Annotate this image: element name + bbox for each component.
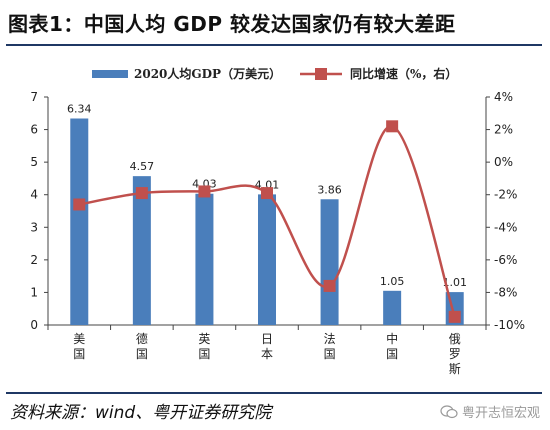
source-note: 资料来源：wind、粤开证券研究院 bbox=[10, 403, 272, 423]
right-tick-label: 4% bbox=[494, 90, 513, 104]
category-label: 英国 bbox=[198, 332, 210, 361]
bar bbox=[195, 193, 214, 325]
left-tick-label: 2 bbox=[30, 253, 38, 267]
bar-data-label: 1.01 bbox=[442, 276, 467, 289]
left-tick-label: 0 bbox=[30, 318, 38, 332]
watermark-text: 粤开志恒宏观 bbox=[461, 406, 540, 421]
bar bbox=[320, 199, 339, 325]
growth-line bbox=[79, 125, 456, 318]
growth-marker bbox=[386, 120, 399, 133]
right-tick-label: -2% bbox=[494, 188, 517, 202]
right-tick-label: -8% bbox=[494, 285, 517, 299]
footer-divider bbox=[6, 392, 542, 394]
legend-line-marker bbox=[315, 68, 327, 80]
left-tick-label: 4 bbox=[30, 188, 38, 202]
growth-marker bbox=[448, 310, 461, 323]
bar-data-label: 4.57 bbox=[130, 160, 155, 173]
bar-data-label: 4.03 bbox=[192, 178, 217, 191]
page-title: 图表1：中国人均 GDP 较发达国家仍有较大差距 bbox=[8, 12, 456, 36]
growth-marker bbox=[135, 187, 148, 200]
bar bbox=[132, 176, 151, 325]
category-label: 法国 bbox=[324, 332, 336, 361]
right-tick-label: 0% bbox=[494, 155, 513, 169]
title-divider bbox=[6, 44, 542, 46]
wechat-icon bbox=[440, 404, 458, 418]
growth-marker bbox=[73, 198, 86, 211]
legend-bar-swatch bbox=[92, 70, 128, 78]
plot-area: 0 1 2 3 4 5 6 7 -10% -8% -6% -4% -2% 0% 2% 4% 6.34 4.57 4.… bbox=[30, 90, 525, 376]
right-tick-label: -6% bbox=[494, 253, 517, 267]
left-tick-label: 5 bbox=[30, 155, 38, 169]
legend: 2020人均GDP（万美元） 同比增速（%，右） bbox=[92, 66, 457, 81]
left-tick-label: 1 bbox=[30, 285, 38, 299]
bar-data-label: 1.05 bbox=[380, 275, 405, 288]
right-tick-label: -10% bbox=[494, 318, 525, 332]
left-tick-label: 7 bbox=[30, 90, 38, 104]
category-label: 日本 bbox=[261, 332, 273, 361]
bar-data-label: 6.34 bbox=[67, 102, 92, 115]
growth-marker bbox=[261, 187, 273, 200]
bar-data-label: 3.86 bbox=[317, 183, 342, 196]
left-tick-label: 6 bbox=[30, 123, 38, 137]
legend-bar-label: 2020人均GDP（万美元） bbox=[134, 66, 281, 81]
bar bbox=[258, 194, 276, 325]
category-label: 俄罗斯 bbox=[449, 332, 461, 376]
growth-marker bbox=[198, 185, 211, 198]
bar bbox=[70, 118, 89, 325]
gdp-chart: 2020人均GDP（万美元） 同比增速（%，右） 0 1 2 3 4 5 6 7 -10% -8% -… bbox=[30, 66, 525, 376]
category-label: 美国 bbox=[73, 332, 85, 361]
legend-line-label: 同比增速（%，右） bbox=[350, 66, 457, 81]
category-label: 德国 bbox=[136, 331, 148, 361]
category-label: 中国 bbox=[386, 331, 398, 361]
right-tick-label: -4% bbox=[494, 220, 517, 234]
bar bbox=[383, 290, 402, 325]
right-tick-label: 2% bbox=[494, 123, 513, 137]
growth-marker bbox=[323, 279, 336, 292]
watermark: 粤开志恒宏观 bbox=[440, 402, 540, 421]
left-tick-label: 3 bbox=[30, 220, 38, 234]
